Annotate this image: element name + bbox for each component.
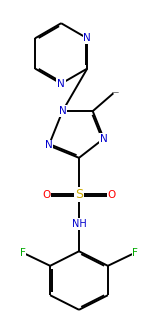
Text: O: O [108, 190, 116, 200]
Text: F: F [20, 248, 26, 258]
Text: N: N [45, 141, 53, 151]
Text: F: F [132, 248, 138, 258]
Text: S: S [75, 188, 83, 201]
Text: N: N [59, 106, 66, 116]
Text: N: N [83, 33, 91, 43]
Text: O: O [42, 190, 50, 200]
Text: —: — [111, 89, 118, 95]
Text: N: N [100, 134, 108, 144]
Text: N: N [57, 79, 65, 89]
Text: NH: NH [72, 219, 86, 229]
